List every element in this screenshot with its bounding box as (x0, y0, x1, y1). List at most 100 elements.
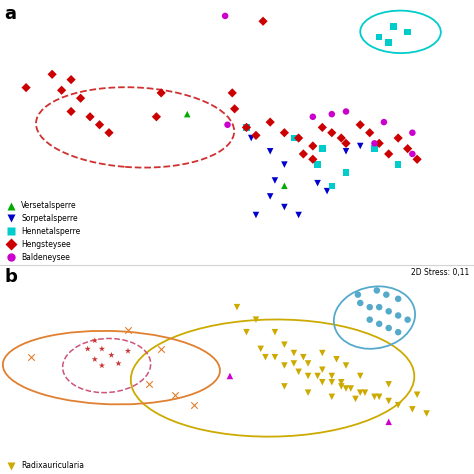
Point (413, 155, 421, 163)
Point (281, 203, 288, 211)
Point (342, 169, 350, 176)
Point (385, 381, 392, 388)
Point (259, 18, 267, 25)
Point (409, 150, 416, 158)
Point (243, 124, 250, 131)
Point (328, 182, 336, 190)
Point (375, 320, 383, 328)
Point (371, 139, 378, 147)
Point (226, 372, 234, 380)
Point (252, 316, 260, 323)
Point (314, 161, 321, 168)
Point (247, 134, 255, 142)
Text: a: a (5, 5, 17, 23)
Point (394, 295, 402, 302)
Point (91, 356, 99, 363)
Point (98, 345, 106, 353)
Point (394, 134, 402, 142)
Point (342, 139, 350, 147)
Point (252, 132, 260, 139)
Point (409, 406, 416, 413)
Point (385, 150, 392, 158)
Point (304, 360, 312, 367)
Point (385, 308, 392, 315)
Point (252, 211, 260, 219)
Point (333, 356, 340, 363)
Point (295, 134, 302, 142)
Point (266, 192, 274, 200)
Point (191, 401, 198, 409)
Point (328, 110, 336, 118)
Point (394, 312, 402, 319)
Point (300, 354, 307, 361)
Point (115, 360, 122, 367)
Point (221, 12, 229, 20)
Point (371, 145, 378, 153)
Legend: Radixauricularia: Radixauricularia (4, 461, 84, 470)
Point (108, 351, 115, 359)
Point (423, 410, 430, 417)
Point (385, 418, 392, 426)
Point (342, 108, 350, 115)
Point (266, 147, 274, 155)
Point (319, 124, 326, 131)
Point (354, 291, 362, 299)
Point (385, 324, 392, 332)
Point (281, 383, 288, 390)
Point (48, 71, 56, 78)
Point (319, 145, 326, 153)
Point (380, 118, 388, 126)
Point (309, 113, 317, 120)
Point (404, 28, 411, 36)
Point (375, 139, 383, 147)
Point (91, 337, 99, 344)
Point (328, 129, 336, 137)
Point (366, 129, 374, 137)
Point (394, 328, 402, 336)
Point (98, 362, 106, 369)
Point (409, 129, 416, 137)
Point (356, 299, 364, 307)
Point (233, 303, 241, 311)
Point (337, 134, 345, 142)
Point (356, 372, 364, 380)
Point (394, 161, 402, 168)
Point (314, 372, 321, 380)
Point (342, 147, 350, 155)
Point (366, 303, 374, 311)
Point (404, 145, 411, 153)
Point (157, 89, 165, 97)
Point (404, 316, 411, 323)
Point (22, 84, 30, 91)
Legend: Versetalsperre, Sorpetalsperre, Hennetalsperre, Hengsteysee, Baldeneysee: Versetalsperre, Sorpetalsperre, Hennetal… (4, 201, 81, 262)
Point (124, 347, 132, 355)
Text: b: b (5, 267, 18, 285)
Point (243, 328, 250, 336)
Point (352, 395, 359, 403)
Point (96, 121, 103, 128)
Point (295, 211, 302, 219)
Point (375, 33, 383, 41)
Point (385, 397, 392, 405)
Point (356, 121, 364, 128)
Point (328, 378, 336, 386)
Point (319, 378, 326, 386)
Point (58, 86, 65, 94)
Point (385, 39, 392, 46)
Point (281, 182, 288, 190)
Point (243, 124, 250, 131)
Point (356, 142, 364, 150)
Point (271, 177, 279, 184)
Point (124, 326, 132, 334)
Point (328, 393, 336, 401)
Point (309, 155, 317, 163)
Point (146, 381, 153, 388)
Point (290, 134, 298, 142)
Point (300, 150, 307, 158)
Point (337, 378, 345, 386)
Point (314, 179, 321, 187)
Point (356, 389, 364, 396)
Point (361, 389, 369, 396)
Point (319, 349, 326, 357)
Point (84, 345, 91, 353)
